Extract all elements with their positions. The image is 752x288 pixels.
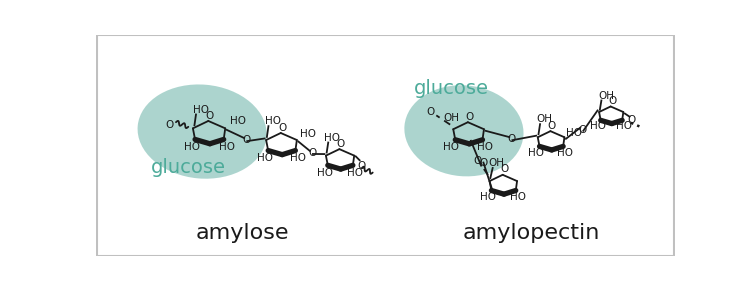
Text: HO: HO: [590, 122, 605, 132]
Text: O: O: [308, 148, 317, 158]
Text: OH: OH: [489, 158, 505, 168]
Text: HO: HO: [290, 153, 307, 163]
Text: HO: HO: [529, 148, 544, 158]
Text: O: O: [427, 107, 435, 117]
Text: O: O: [205, 111, 214, 121]
Ellipse shape: [138, 84, 267, 179]
Text: O: O: [608, 96, 617, 106]
Text: O: O: [548, 121, 556, 131]
Text: OH: OH: [536, 114, 552, 124]
Text: HO: HO: [566, 128, 581, 138]
Text: O: O: [500, 164, 508, 175]
Text: amylose: amylose: [196, 223, 289, 243]
Text: HO: HO: [324, 133, 340, 143]
Text: O: O: [578, 125, 587, 135]
FancyBboxPatch shape: [97, 35, 674, 255]
Text: O: O: [508, 134, 516, 144]
Text: HO: HO: [193, 105, 208, 115]
Text: amylopectin: amylopectin: [462, 223, 599, 243]
Text: HO: HO: [184, 142, 200, 152]
Text: O: O: [242, 135, 250, 145]
Text: HO: HO: [317, 168, 333, 178]
Text: HO: HO: [444, 143, 459, 152]
Text: HO: HO: [299, 129, 316, 139]
Text: O: O: [278, 123, 287, 132]
Text: HO: HO: [557, 148, 574, 158]
Text: HO: HO: [347, 168, 363, 178]
Text: O: O: [479, 158, 487, 168]
Text: OH: OH: [444, 113, 459, 124]
Text: HO: HO: [219, 142, 235, 152]
Text: O: O: [358, 161, 366, 170]
Text: glucose: glucose: [414, 79, 489, 98]
Text: HO: HO: [229, 116, 246, 126]
Text: HO: HO: [257, 153, 273, 163]
Text: O: O: [165, 120, 174, 130]
Text: O: O: [628, 115, 636, 126]
Text: HO: HO: [477, 143, 493, 152]
Text: O: O: [465, 112, 474, 122]
Ellipse shape: [405, 85, 523, 176]
Text: OH: OH: [598, 91, 614, 101]
Text: O: O: [473, 156, 481, 166]
Text: HO: HO: [616, 122, 632, 132]
Text: O: O: [337, 139, 345, 149]
Text: HO: HO: [510, 192, 526, 202]
Text: glucose: glucose: [151, 158, 226, 177]
Text: HO: HO: [265, 116, 281, 126]
Text: HO: HO: [481, 192, 496, 202]
